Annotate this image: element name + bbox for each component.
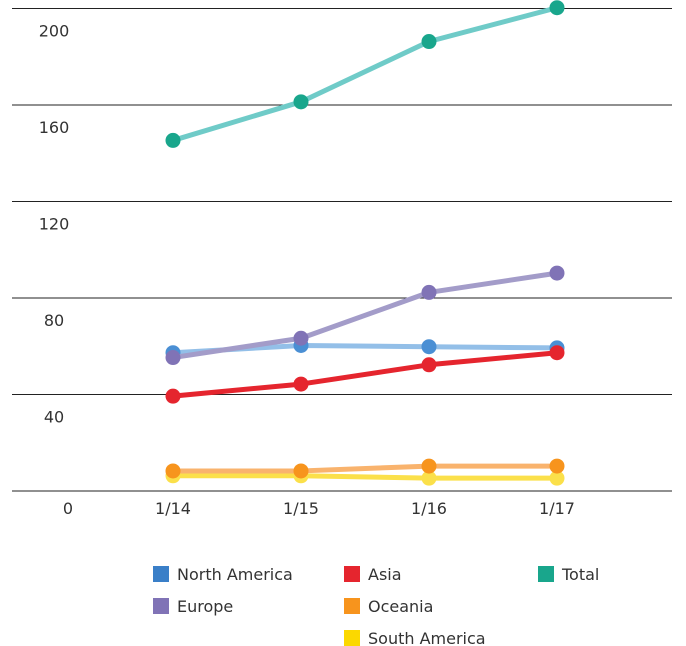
data-point	[549, 0, 565, 16]
x-tick-label: 1/15	[283, 499, 319, 518]
data-point	[293, 376, 309, 392]
series-asia	[165, 345, 565, 404]
data-point	[421, 357, 437, 373]
data-point	[549, 470, 565, 486]
legend-label: Europe	[177, 597, 233, 616]
legend-label: Oceania	[368, 597, 433, 616]
legend-swatch	[153, 598, 169, 614]
series-line	[170, 463, 560, 474]
series-line	[170, 270, 560, 361]
data-point	[421, 339, 437, 355]
legend-label: Total	[561, 565, 599, 584]
data-point	[165, 132, 181, 148]
x-axis-tick-labels: 1/14 1/15 1/16 1/17	[155, 499, 575, 518]
legend-label: North America	[177, 565, 293, 584]
data-point	[421, 470, 437, 486]
data-point	[549, 458, 565, 474]
legend-item: Asia	[344, 565, 402, 584]
legend-label: South America	[368, 629, 486, 646]
legend-swatch	[344, 566, 360, 582]
x-tick-label: 1/16	[411, 499, 447, 518]
data-point	[165, 350, 181, 366]
y-tick-label: 80	[44, 311, 64, 330]
data-point	[293, 330, 309, 346]
y-axis-tick-labels: 0 40 80 120 160 200	[39, 22, 73, 519]
legend-swatch	[344, 630, 360, 646]
series-oceania	[165, 458, 565, 479]
series-europe	[165, 265, 565, 366]
legend-swatch	[344, 598, 360, 614]
y-tick-label: 120	[39, 215, 70, 234]
data-point	[421, 284, 437, 300]
legend-item: Europe	[153, 597, 233, 616]
grid-lines	[12, 8, 672, 492]
y-tick-label: 160	[39, 118, 70, 137]
legend-label: Asia	[368, 565, 402, 584]
data-point	[165, 463, 181, 479]
data-point	[165, 388, 181, 404]
series-line	[170, 5, 560, 143]
series-line	[170, 473, 560, 481]
series-total	[165, 0, 565, 148]
data-point	[421, 34, 437, 50]
legend: North America Europe South America Asia Ocea…	[153, 565, 599, 646]
legend-item: South America	[344, 629, 486, 646]
y-tick-label: 200	[39, 22, 70, 41]
series-line	[170, 350, 560, 399]
data-point	[293, 94, 309, 110]
legend-item: North America	[153, 565, 293, 584]
y-tick-label: 0	[63, 499, 73, 518]
x-tick-label: 1/14	[155, 499, 191, 518]
data-point	[549, 265, 565, 281]
legend-swatch	[153, 566, 169, 582]
legend-swatch	[538, 566, 554, 582]
legend-item: Oceania	[344, 597, 433, 616]
data-point	[293, 463, 309, 479]
y-tick-label: 40	[44, 408, 64, 427]
series-lines	[165, 0, 565, 486]
data-point	[549, 345, 565, 361]
legend-item: Total	[538, 565, 599, 584]
x-tick-label: 1/17	[539, 499, 575, 518]
data-point	[421, 458, 437, 474]
